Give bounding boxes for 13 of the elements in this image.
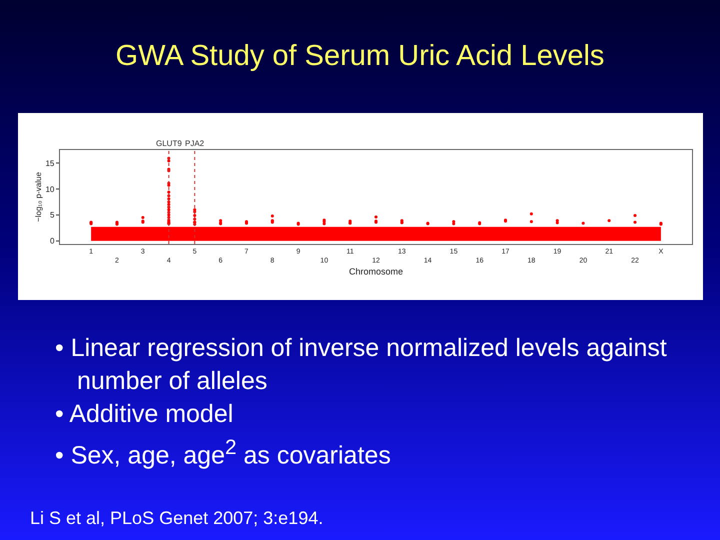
chart-title: GWA Study of Serum Uric Acid Levels <box>114 40 606 73</box>
y-axis-title: −log₁₀ p-value <box>34 172 44 222</box>
ref-line-label: PJA2 <box>185 139 205 148</box>
text: Li S et al, PLoS Genet 2007; 3:e194. <box>30 508 324 529</box>
ref-line-label: GLUT9 <box>156 139 182 148</box>
y-tick-label: 5 <box>50 210 55 220</box>
y-tick-label: 15 <box>45 158 55 168</box>
text: • Linear regression of inverse normalized levels against number of alleles <box>55 333 668 397</box>
y-tick-label: 0 <box>50 236 55 246</box>
x-axis-title: Chromosome <box>348 266 404 276</box>
text: • Sex, age, age$^{2}$ as covariates <box>55 435 392 472</box>
y-tick-label: 10 <box>45 184 55 194</box>
text: • Additive model <box>55 399 234 430</box>
